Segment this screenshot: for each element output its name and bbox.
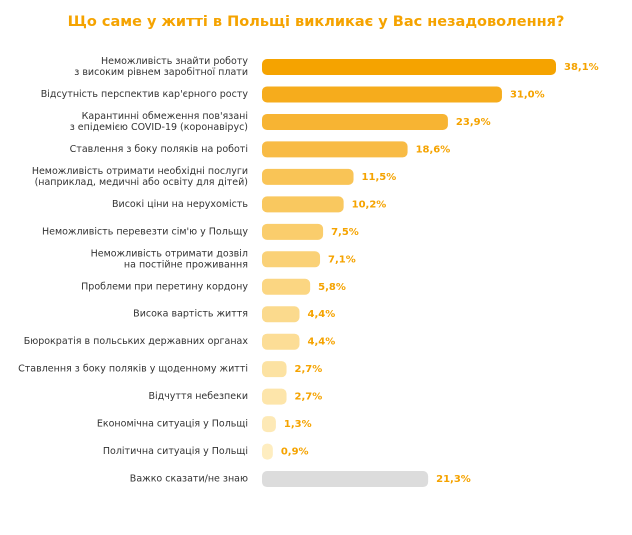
bar bbox=[262, 113, 448, 130]
category-label: на постійне проживання bbox=[124, 259, 248, 270]
value-label: 38,1% bbox=[564, 62, 599, 73]
category-label: Неможливість отримати дозвіл bbox=[91, 248, 248, 259]
category-label: Відчуття небезпеки bbox=[148, 391, 248, 402]
bar bbox=[262, 361, 287, 378]
category-label: Карантинні обмеження пов'язані bbox=[82, 111, 248, 122]
category-label: Ставлення з боку поляків на роботі bbox=[70, 144, 248, 155]
category-label: з високим рівнем заробітної плати bbox=[74, 67, 248, 78]
category-label: з епідемією COVID-19 (коронавірус) bbox=[70, 122, 248, 133]
category-label: Неможливість отримати необхідні послуги bbox=[32, 166, 248, 177]
category-label: Висока вартість життя bbox=[133, 309, 248, 320]
bar bbox=[262, 388, 287, 405]
bar bbox=[262, 416, 276, 433]
category-label: Ставлення з боку поляків у щоденному жит… bbox=[18, 364, 248, 375]
category-label: Політична ситуація у Польщі bbox=[103, 446, 248, 457]
value-label: 18,6% bbox=[416, 144, 451, 155]
category-label: Неможливість знайти роботу bbox=[101, 56, 248, 67]
bar bbox=[262, 86, 502, 103]
value-label: 1,3% bbox=[284, 419, 312, 430]
bar bbox=[262, 251, 321, 268]
bar bbox=[262, 141, 408, 158]
value-label: 11,5% bbox=[362, 172, 397, 183]
category-label: Економічна ситуація у Польщі bbox=[97, 419, 248, 430]
value-label: 10,2% bbox=[352, 199, 387, 210]
value-label: 4,4% bbox=[307, 337, 335, 348]
category-label: Бюрократія в польських державних органах bbox=[24, 336, 249, 347]
value-label: 2,7% bbox=[295, 364, 323, 375]
bar bbox=[262, 59, 556, 75]
bar bbox=[262, 333, 300, 350]
category-label: Високі ціни на нерухомість bbox=[112, 199, 248, 210]
bar bbox=[262, 223, 324, 240]
bar bbox=[262, 168, 354, 185]
bar bbox=[262, 443, 273, 460]
value-label: 31,0% bbox=[510, 89, 545, 100]
bar bbox=[262, 306, 300, 323]
value-label: 5,8% bbox=[318, 282, 346, 293]
value-label: 2,7% bbox=[295, 392, 323, 403]
value-label: 7,1% bbox=[328, 254, 356, 265]
category-label: Відсутність перспектив кар'єрного росту bbox=[41, 89, 249, 100]
bar bbox=[262, 278, 311, 295]
bar bbox=[262, 471, 429, 488]
value-label: 23,9% bbox=[456, 117, 491, 128]
category-label: Проблеми при перетину кордону bbox=[81, 281, 248, 292]
chart-title: Що саме у житті в Польщі викликає у Вас … bbox=[68, 14, 565, 30]
value-label: 4,4% bbox=[307, 309, 335, 320]
value-label: 21,3% bbox=[436, 474, 471, 485]
category-label: (наприклад, медичні або освіту для дітей… bbox=[35, 177, 248, 188]
category-label: Важко сказати/не знаю bbox=[130, 474, 248, 485]
bar bbox=[262, 196, 344, 213]
category-label: Неможливість перевезти сім'ю у Польщу bbox=[42, 226, 248, 237]
value-label: 7,5% bbox=[331, 227, 359, 238]
value-label: 0,9% bbox=[281, 447, 309, 458]
